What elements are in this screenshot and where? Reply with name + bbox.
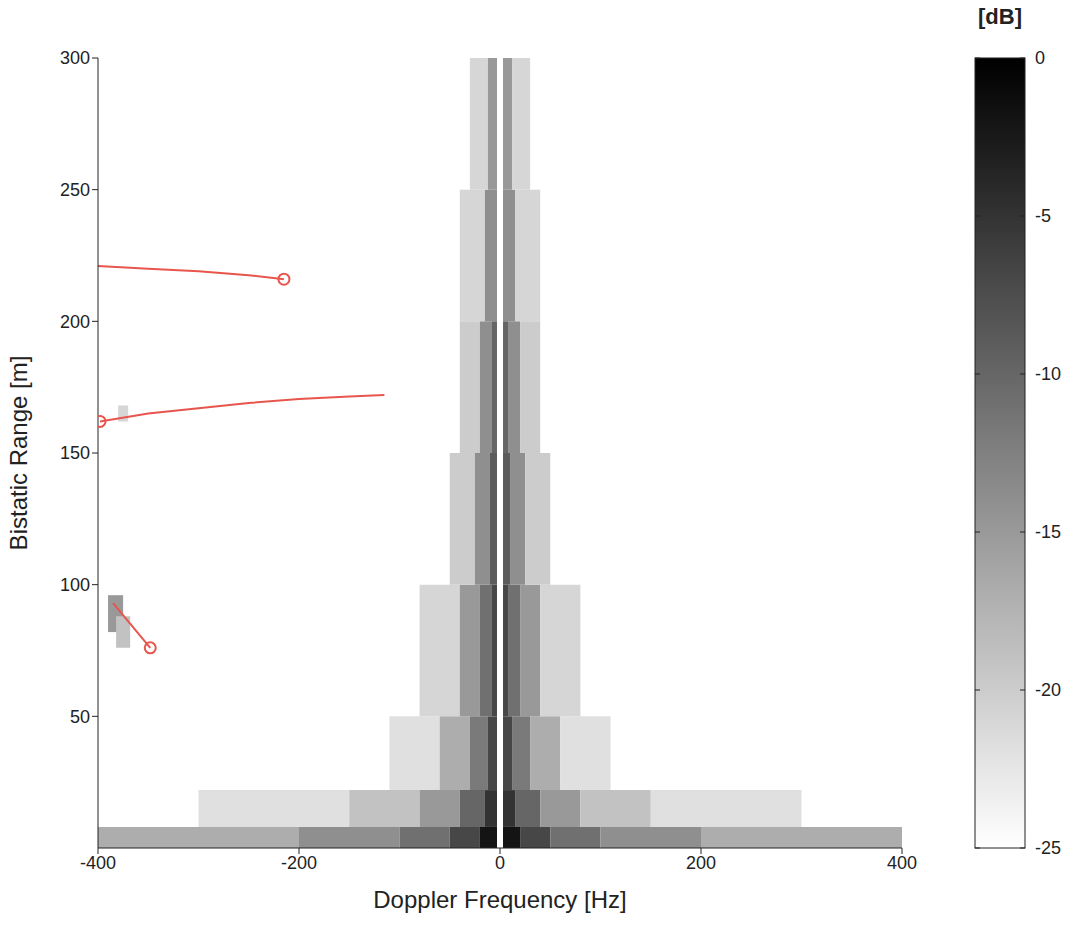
svg-text:-20: -20 [1035,680,1061,700]
svg-text:250: 250 [60,180,90,200]
svg-text:-400: -400 [80,853,116,873]
svg-text:-200: -200 [281,853,317,873]
svg-text:200: 200 [686,853,716,873]
svg-text:-5: -5 [1035,206,1051,226]
svg-text:-25: -25 [1035,838,1061,858]
svg-text:50: 50 [70,707,90,727]
svg-text:0: 0 [1035,48,1045,68]
svg-text:-10: -10 [1035,364,1061,384]
svg-text:100: 100 [60,575,90,595]
svg-text:200: 200 [60,312,90,332]
svg-text:0: 0 [495,853,505,873]
svg-text:Bistatic Range [m]: Bistatic Range [m] [5,356,32,551]
svg-text:150: 150 [60,443,90,463]
svg-text:[dB]: [dB] [978,4,1022,29]
svg-text:400: 400 [887,853,917,873]
svg-text:300: 300 [60,48,90,68]
svg-text:-15: -15 [1035,522,1061,542]
svg-text:Doppler Frequency [Hz]: Doppler Frequency [Hz] [373,886,626,913]
